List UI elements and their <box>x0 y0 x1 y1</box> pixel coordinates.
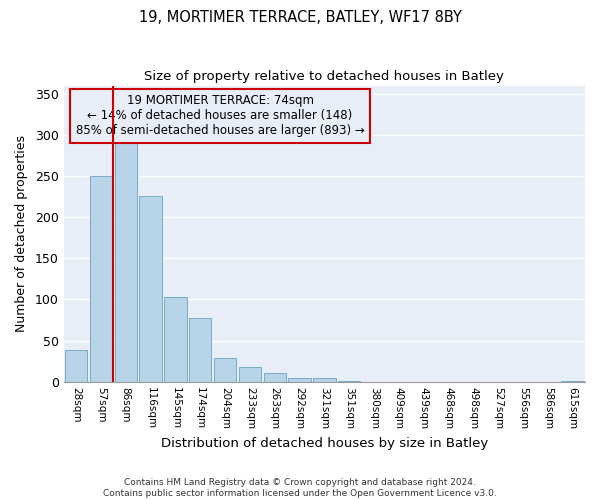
Bar <box>139 196 162 382</box>
Text: 19 MORTIMER TERRACE: 74sqm
← 14% of detached houses are smaller (148)
85% of sem: 19 MORTIMER TERRACE: 74sqm ← 14% of deta… <box>76 94 364 138</box>
Bar <box>214 358 236 382</box>
Bar <box>239 367 261 382</box>
Title: Size of property relative to detached houses in Batley: Size of property relative to detached ho… <box>145 70 504 83</box>
Bar <box>115 142 137 382</box>
Bar <box>289 378 311 382</box>
Text: Contains HM Land Registry data © Crown copyright and database right 2024.
Contai: Contains HM Land Registry data © Crown c… <box>103 478 497 498</box>
Bar <box>189 318 211 382</box>
Text: 19, MORTIMER TERRACE, BATLEY, WF17 8BY: 19, MORTIMER TERRACE, BATLEY, WF17 8BY <box>139 10 461 25</box>
Bar <box>313 378 335 382</box>
Bar <box>65 350 87 382</box>
Y-axis label: Number of detached properties: Number of detached properties <box>15 135 28 332</box>
Bar <box>164 297 187 382</box>
Bar <box>338 381 361 382</box>
X-axis label: Distribution of detached houses by size in Batley: Distribution of detached houses by size … <box>161 437 488 450</box>
Bar <box>90 176 112 382</box>
Bar <box>263 372 286 382</box>
Bar <box>562 381 584 382</box>
